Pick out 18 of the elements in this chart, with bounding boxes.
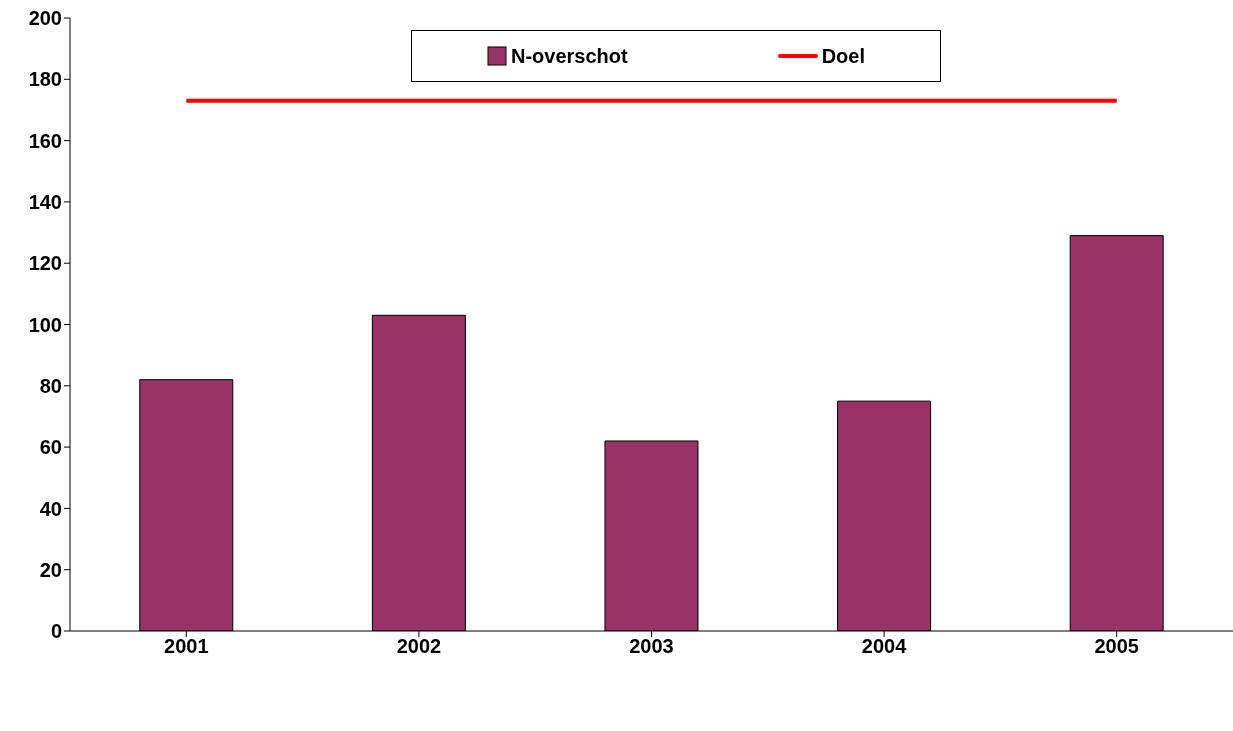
- y-tick-label: 60: [39, 436, 62, 459]
- y-tick-label: 140: [28, 191, 62, 213]
- y-tick-label: 180: [28, 68, 62, 91]
- y-tick-label: 20: [39, 558, 62, 581]
- x-tick-label: 2002: [396, 635, 442, 658]
- y-tick-label: 160: [28, 129, 62, 152]
- y-tick-label: 120: [28, 252, 62, 275]
- x-tick-label: 2001: [164, 635, 209, 658]
- y-tick-label: 40: [39, 497, 62, 520]
- y-tick-label: 0: [50, 620, 62, 643]
- y-tick-label: 100: [28, 313, 62, 336]
- y-tick-label: 80: [39, 374, 62, 397]
- legend-label: N-overschot: [510, 44, 628, 68]
- x-tick-label: 2005: [1094, 635, 1139, 658]
- y-tick-label: 200: [28, 7, 62, 30]
- x-tick-label: 2003: [629, 635, 674, 658]
- x-tick-label: 2004: [861, 635, 908, 658]
- legend-label: Doel: [820, 44, 865, 68]
